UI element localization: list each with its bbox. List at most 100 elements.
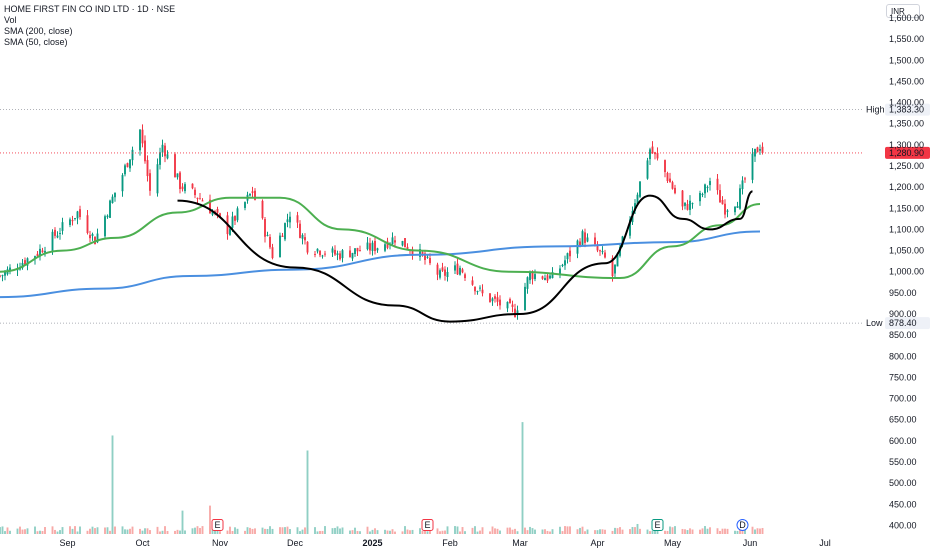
candle-body xyxy=(456,263,459,275)
volume-bar xyxy=(76,531,79,534)
volume-bar xyxy=(164,526,166,534)
candle-body xyxy=(614,264,616,274)
candle-body xyxy=(216,209,219,213)
candle-body xyxy=(464,274,466,279)
candle-body xyxy=(551,272,554,279)
volume-bar xyxy=(106,527,109,534)
candle-body xyxy=(254,190,256,200)
volume-bar xyxy=(594,530,596,534)
volume-bar xyxy=(166,530,169,534)
volume-spike-bar xyxy=(521,422,524,534)
candle-body xyxy=(446,271,449,278)
candle-body xyxy=(194,189,196,196)
candle-body xyxy=(704,184,706,194)
volume-bar xyxy=(459,531,461,534)
candle-body xyxy=(404,238,406,248)
price-tick-label: 650.00 xyxy=(889,415,917,425)
candle-body xyxy=(209,199,211,214)
candle-body xyxy=(121,175,124,192)
candle-body xyxy=(506,301,509,309)
volume-bar xyxy=(706,528,709,534)
candle-body xyxy=(269,236,271,248)
candle-body xyxy=(739,188,741,209)
volume-bar xyxy=(411,529,414,534)
volume-bar xyxy=(464,531,466,534)
chart-legend: HOME FIRST FIN CO IND LTD · 1D · NSE Vol… xyxy=(4,4,175,48)
volume-bar xyxy=(681,528,684,534)
volume-bar xyxy=(761,527,764,534)
volume-bar xyxy=(266,528,269,534)
volume-bar xyxy=(394,531,396,534)
candle-body xyxy=(9,267,11,272)
candle-body xyxy=(109,200,111,218)
volume-bar xyxy=(246,527,249,534)
candle-body xyxy=(321,255,324,257)
volume-bar xyxy=(704,526,706,534)
time-tick-label: Sep xyxy=(59,538,75,548)
volume-bar xyxy=(544,529,546,534)
candle-body xyxy=(249,193,251,196)
volume-bar xyxy=(426,531,429,534)
volume-spike-bar xyxy=(111,435,114,534)
price-axis[interactable]: 1,600.00 1,550.00 1,500.00 1,450.00 1,400.00… xyxy=(889,13,924,530)
time-tick-label: 2025 xyxy=(362,538,382,548)
candle-body xyxy=(264,219,266,237)
volume-bar xyxy=(436,528,439,534)
volume-bar xyxy=(496,528,499,534)
price-tick-label: 1,250.00 xyxy=(889,161,924,171)
volume-bar xyxy=(389,530,391,534)
volume-bar xyxy=(9,530,11,534)
candle-body xyxy=(681,190,684,207)
price-tick-label: 1,000.00 xyxy=(889,267,924,277)
time-axis[interactable]: Sep Oct Nov Dec 2025 Feb Mar Apr May Jun Jul xyxy=(59,538,830,548)
candle-body xyxy=(89,235,91,239)
candle-body xyxy=(531,272,534,280)
candle-body xyxy=(474,286,476,292)
volume-bar xyxy=(611,530,614,534)
candle-body xyxy=(69,219,71,225)
volume-bar xyxy=(719,530,721,534)
earnings-marker xyxy=(421,519,434,531)
high-price-value: 1,383.30 xyxy=(889,105,924,115)
volume-bar xyxy=(144,528,146,534)
volume-spike-bar xyxy=(306,450,309,534)
volume-bar xyxy=(339,528,341,534)
candle-body xyxy=(234,215,236,221)
candle-body xyxy=(26,258,29,266)
time-tick-label: Apr xyxy=(590,538,604,548)
volume-bar xyxy=(456,526,459,534)
volume-bar xyxy=(569,526,571,534)
candle-body xyxy=(369,243,371,251)
volume-bar xyxy=(249,527,251,534)
last-price-value: 1,280.90 xyxy=(889,148,924,158)
currency-selector[interactable]: INR xyxy=(886,4,920,18)
volume-bar xyxy=(479,530,481,534)
volume-bar xyxy=(471,527,474,534)
event-symbol: E xyxy=(424,520,430,530)
volume-bar xyxy=(599,529,601,534)
candle-body xyxy=(199,198,201,200)
price-tick-label: 1,200.00 xyxy=(889,182,924,192)
candle-body xyxy=(724,203,726,215)
event-symbol: E xyxy=(654,520,660,530)
time-tick-label: May xyxy=(664,538,682,548)
volume-bar xyxy=(124,529,126,534)
candle-body xyxy=(164,145,166,157)
candle-body xyxy=(649,149,651,160)
volume-bar xyxy=(476,531,479,534)
candle-body xyxy=(371,242,374,251)
volume-bar xyxy=(191,528,194,534)
volume-bar xyxy=(621,529,624,534)
candle-body xyxy=(296,215,299,223)
candle-body xyxy=(289,216,291,223)
price-tick-label: 600.00 xyxy=(889,436,917,446)
candle-body xyxy=(71,219,74,222)
volume-bar xyxy=(651,530,654,534)
candle-body xyxy=(59,233,61,235)
volume-bar xyxy=(656,528,659,534)
volume-bar xyxy=(91,526,94,534)
candle-body xyxy=(654,152,656,155)
candle-body xyxy=(306,241,309,253)
high-price-value-box xyxy=(885,103,930,116)
